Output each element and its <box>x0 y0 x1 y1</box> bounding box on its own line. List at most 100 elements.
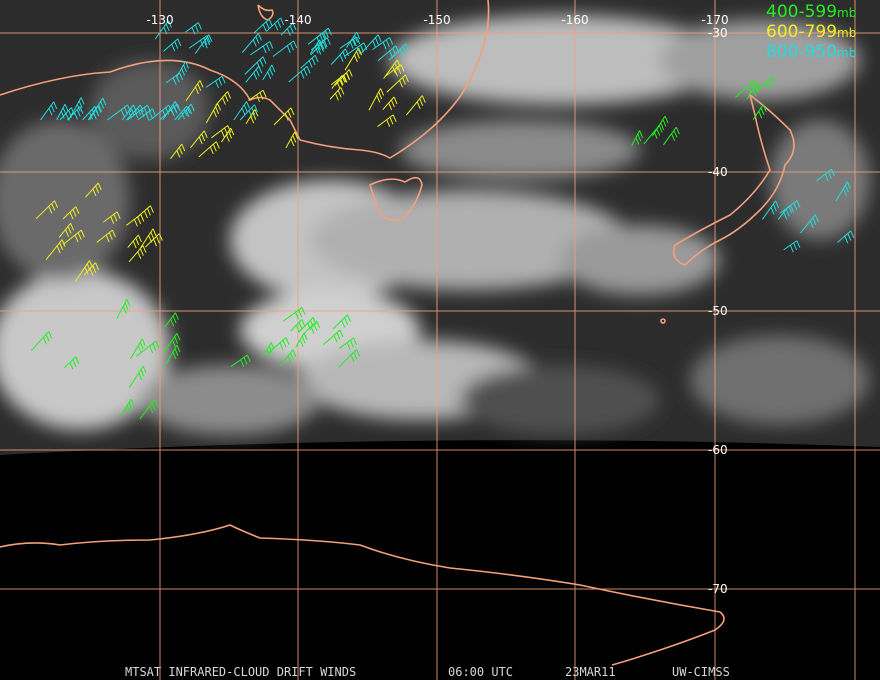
barb-shaft <box>334 69 350 86</box>
barb-flag <box>752 89 757 97</box>
barb-flag <box>124 302 129 310</box>
barb-flag <box>48 206 53 214</box>
barb-flag <box>250 115 255 124</box>
barb-flag <box>295 325 300 333</box>
longitude-label: -160 <box>561 13 588 27</box>
barb-flag <box>292 22 297 31</box>
barb-flag <box>765 82 770 90</box>
barb-flag <box>308 60 313 68</box>
barb-flag <box>284 113 289 121</box>
barb-shaft <box>211 125 229 139</box>
barb-flag <box>356 36 361 45</box>
barb-flag <box>392 114 397 123</box>
barb-flag <box>262 24 267 32</box>
barb-flag <box>316 42 321 51</box>
barb-flag <box>65 113 70 121</box>
barb-flag <box>385 39 390 48</box>
barb-flag <box>289 25 294 33</box>
barb-flag <box>286 28 291 36</box>
barb-shaft <box>800 214 816 234</box>
barb-flag <box>95 108 100 117</box>
barb-flag <box>363 42 368 51</box>
barb-flag <box>354 35 358 43</box>
graticule-labels: -130 -140 -150 -160 -170-30 -40 -50 -60 -70 <box>146 13 728 596</box>
barb-flag <box>77 232 82 240</box>
barb-flag <box>266 43 270 51</box>
barb-shaft <box>40 101 55 121</box>
barb-flag <box>356 51 360 59</box>
barb-flag <box>152 343 157 351</box>
barb-flag <box>290 352 294 361</box>
barb-shaft <box>162 101 176 121</box>
barb-flag <box>269 41 274 49</box>
barb-flag <box>137 234 142 243</box>
barb-shaft <box>128 245 144 263</box>
barb-flag <box>177 38 182 47</box>
barb-flag <box>199 80 204 88</box>
barb-flag <box>152 228 157 236</box>
barb-flag <box>375 37 379 45</box>
longitude-label: -130 <box>146 13 173 27</box>
barb-shaft <box>245 65 260 83</box>
barb-flag <box>303 332 308 341</box>
barb-flag <box>788 205 793 214</box>
barb-shaft <box>165 344 178 366</box>
barb-flag <box>256 94 261 103</box>
barb-flag <box>298 322 303 330</box>
barb-flag <box>170 318 175 327</box>
barb-flag <box>639 130 644 138</box>
barb-shaft <box>383 59 398 79</box>
barb-shaft <box>215 91 228 106</box>
barb-flag <box>181 68 186 76</box>
barb-flag <box>61 239 66 247</box>
barb-flag <box>753 79 758 88</box>
barb-flag <box>270 342 275 350</box>
barb-flag <box>64 104 69 112</box>
barb-shaft <box>58 223 72 238</box>
barb-flag <box>660 122 665 131</box>
barb-flag <box>322 32 327 40</box>
barb-flag <box>140 214 145 222</box>
barb-flag <box>306 66 311 74</box>
barb-flag <box>140 369 145 377</box>
longitude-label: -150 <box>423 13 450 27</box>
barb-flag <box>95 185 100 194</box>
barb-flag <box>285 337 290 345</box>
barb-flag <box>266 349 271 357</box>
barb-flag <box>183 64 188 73</box>
barb-flag <box>389 117 394 125</box>
barb-shaft <box>188 35 208 49</box>
barb-flag <box>324 30 329 38</box>
barb-flag <box>137 107 142 116</box>
barb-flag <box>68 110 73 118</box>
barb-flag <box>132 104 137 113</box>
barb-flag <box>282 339 287 348</box>
barb-flag <box>789 245 794 253</box>
barb-flag <box>133 219 138 227</box>
barb-flag <box>353 351 358 360</box>
barb-flag <box>656 128 661 136</box>
barb-flag <box>92 188 97 197</box>
barb-flag <box>262 56 267 64</box>
barb-flag <box>221 76 226 84</box>
barb-flag <box>378 91 383 100</box>
barb-flag <box>301 307 306 315</box>
barb-flag <box>256 62 261 70</box>
barb-flag <box>148 110 153 119</box>
barb-shaft <box>298 317 314 333</box>
barb-flag <box>128 402 133 410</box>
longitude-label: -140 <box>284 13 311 27</box>
barb-flag <box>230 127 235 136</box>
barb-shaft <box>385 64 402 77</box>
barb-flag <box>243 357 248 365</box>
barb-shaft <box>96 229 113 243</box>
latitude-label: -50 <box>708 304 728 318</box>
barb-flag <box>635 137 640 145</box>
barb-flag <box>402 77 406 85</box>
barb-flag <box>220 130 225 138</box>
barb-shaft <box>145 233 160 248</box>
barb-flag <box>286 45 291 53</box>
barb-shaft <box>752 104 764 120</box>
